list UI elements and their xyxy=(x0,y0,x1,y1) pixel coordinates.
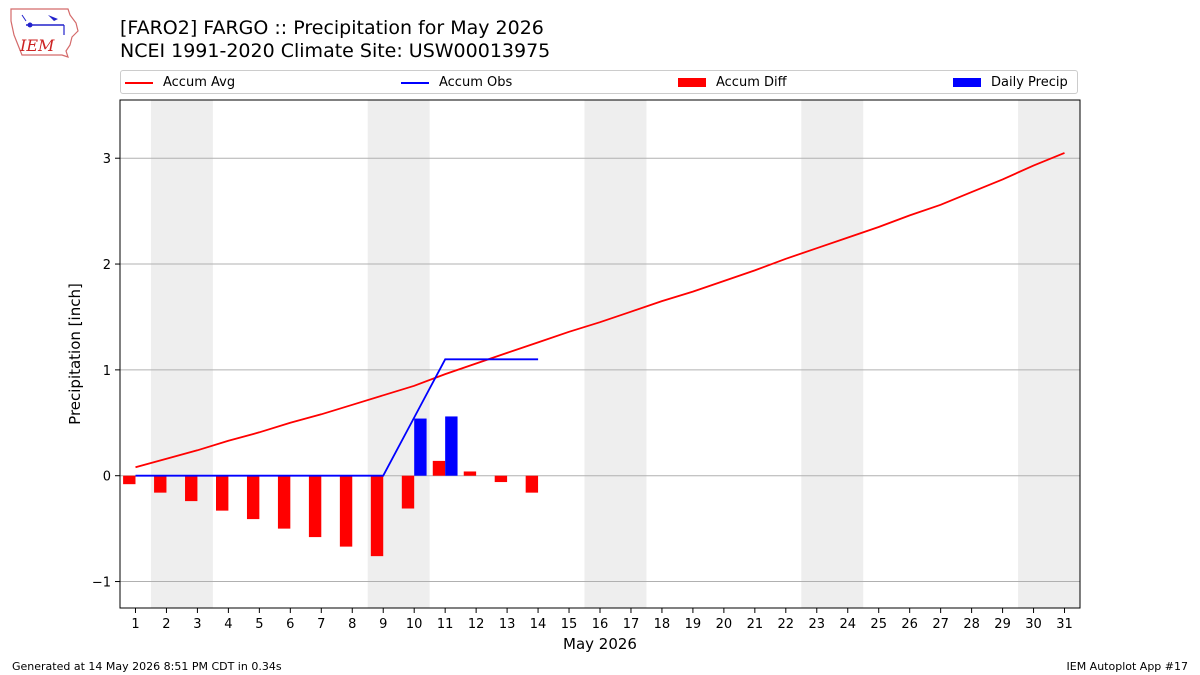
x-tick-label: 27 xyxy=(932,617,949,632)
x-tick-label: 30 xyxy=(1025,617,1042,632)
legend-item-daily-precip: Daily Precip xyxy=(953,74,1068,92)
bar-accum-diff xyxy=(432,460,446,476)
x-tick-label: 31 xyxy=(1056,617,1073,632)
x-tick-label: 25 xyxy=(870,617,887,632)
line-accum-avg xyxy=(135,152,1065,469)
grid-lines xyxy=(120,157,1080,583)
x-tick-label: 14 xyxy=(530,617,547,632)
bar-accum-diff xyxy=(216,475,229,511)
bar-accum-diff xyxy=(525,475,539,493)
x-tick-label: 23 xyxy=(809,617,826,632)
y-tick-label: 3 xyxy=(103,152,111,167)
x-tick-label: 1 xyxy=(131,617,139,632)
legend-swatch-accum-diff xyxy=(678,78,706,87)
x-tick-label: 2 xyxy=(162,617,170,632)
bar-accum-diff xyxy=(154,475,167,493)
bar-accum-diff xyxy=(463,471,477,476)
bar-accum-diff xyxy=(401,475,415,509)
bar-accum-diff xyxy=(370,475,384,557)
bars xyxy=(123,416,539,557)
x-tick-label: 12 xyxy=(468,617,485,632)
x-tick-label: 24 xyxy=(839,617,856,632)
x-tick-label: 9 xyxy=(379,617,387,632)
bar-accum-diff xyxy=(246,475,260,520)
x-tick-label: 5 xyxy=(255,617,263,632)
x-tick-label: 15 xyxy=(561,617,578,632)
chart-title: [FARO2] FARGO :: Precipitation for May 2… xyxy=(120,17,544,39)
bar-accum-diff xyxy=(123,475,136,485)
y-tick-label: 0 xyxy=(103,470,111,485)
legend-swatch-daily-precip xyxy=(953,78,981,87)
bar-accum-diff xyxy=(308,475,322,538)
x-tick-label: 8 xyxy=(348,617,356,632)
y-tick-label: −1 xyxy=(92,576,111,591)
legend-item-accum-obs: Accum Obs xyxy=(401,74,512,92)
iem-logo: IEM xyxy=(8,5,82,63)
x-tick-label: 19 xyxy=(685,617,702,632)
footer-app: IEM Autoplot App #17 xyxy=(1066,660,1189,673)
x-tick-label: 22 xyxy=(778,617,795,632)
bar-daily-precip xyxy=(414,418,427,476)
x-axis-label: May 2026 xyxy=(563,635,637,653)
footer-generated: Generated at 14 May 2026 8:51 PM CDT in … xyxy=(12,660,282,673)
legend-swatch-accum-obs xyxy=(401,81,429,84)
x-tick-label: 18 xyxy=(654,617,671,632)
weekend-shade-0 xyxy=(150,100,213,608)
bar-daily-precip xyxy=(445,416,458,476)
logo-text: IEM xyxy=(19,36,55,55)
legend-label-accum-diff: Accum Diff xyxy=(716,75,787,90)
y-tick-label: 1 xyxy=(103,364,111,379)
weekend-shade-4 xyxy=(1018,100,1080,608)
y-axis-label: Precipitation [inch] xyxy=(66,283,84,425)
x-tick-label: 3 xyxy=(193,617,201,632)
bar-accum-diff xyxy=(339,475,353,547)
weekend-shading xyxy=(150,100,1080,608)
legend: Accum Avg Accum Obs Accum Diff Daily Pre… xyxy=(120,70,1078,94)
legend-label-accum-avg: Accum Avg xyxy=(163,75,236,90)
x-tick-label: 28 xyxy=(963,617,980,632)
x-tick-label: 13 xyxy=(499,617,516,632)
series-lines xyxy=(135,152,1065,477)
x-tick-label: 7 xyxy=(317,617,325,632)
y-axis: −1 0 1 2 3 xyxy=(92,152,120,591)
legend-label-daily-precip: Daily Precip xyxy=(991,75,1068,90)
x-tick-label: 6 xyxy=(286,617,294,632)
line-accum-obs xyxy=(135,358,539,477)
x-tick-label: 26 xyxy=(901,617,918,632)
bar-accum-diff xyxy=(494,475,508,483)
bar-accum-diff xyxy=(185,475,198,502)
x-tick-label: 16 xyxy=(592,617,609,632)
weekend-shade-2 xyxy=(584,100,647,608)
x-tick-label: 4 xyxy=(224,617,232,632)
legend-item-accum-avg: Accum Avg xyxy=(125,74,235,92)
x-tick-label: 10 xyxy=(406,617,423,632)
y-tick-label: 2 xyxy=(103,258,111,273)
legend-label-accum-obs: Accum Obs xyxy=(439,75,513,90)
weekend-shade-3 xyxy=(801,100,864,608)
x-tick-label: 29 xyxy=(994,617,1011,632)
bar-accum-diff xyxy=(277,475,291,529)
chart-subtitle: NCEI 1991-2020 Climate Site: USW00013975 xyxy=(120,40,551,62)
x-axis: 1 2 3 4 5 6 7 8 9 10 11 12 13 14 15 16 17 18 19 20 21 22 23 24 2… xyxy=(131,608,1073,632)
x-tick-label: 21 xyxy=(747,617,764,632)
legend-item-accum-diff: Accum Diff xyxy=(678,74,787,92)
x-tick-label: 20 xyxy=(716,617,733,632)
x-tick-label: 11 xyxy=(437,617,454,632)
x-tick-label: 17 xyxy=(623,617,640,632)
iowa-map-icon: IEM xyxy=(10,8,79,58)
legend-swatch-accum-avg xyxy=(125,81,153,84)
